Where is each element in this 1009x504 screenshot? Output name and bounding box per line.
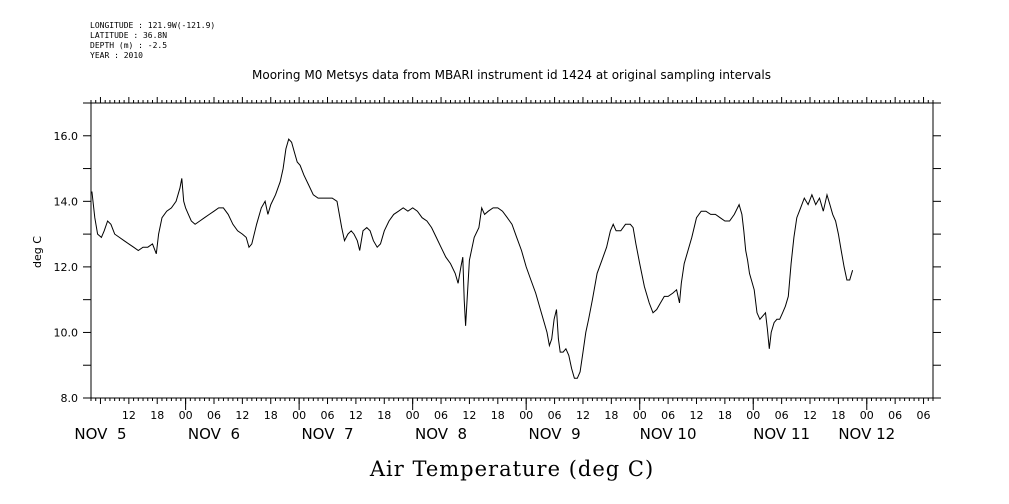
x-tick-label: 00 <box>179 409 193 422</box>
x-tick-label: 00 <box>746 409 760 422</box>
x-tick-label: 12 <box>576 409 590 422</box>
day-label: NOV 7 <box>301 425 353 443</box>
y-tick-label: 14.0 <box>54 195 79 208</box>
year-text: YEAR : 2010 <box>90 51 143 60</box>
x-tick-label: 06 <box>434 409 448 422</box>
day-label: NOV 5 <box>74 425 126 443</box>
day-label: NOV 12 <box>838 425 895 443</box>
x-tick-label: 06 <box>321 409 335 422</box>
x-tick-label: 18 <box>264 409 278 422</box>
day-label: NOV 6 <box>188 425 240 443</box>
x-tick-label: 18 <box>150 409 164 422</box>
chart-title-wrap: Mooring M0 Metsys data from MBARI instru… <box>0 68 1009 82</box>
plot-frame <box>90 102 934 399</box>
x-tick-label: 00 <box>860 409 874 422</box>
chart-title: Mooring M0 Metsys data from MBARI instru… <box>252 68 771 82</box>
x-tick-label: 12 <box>803 409 817 422</box>
x-tick-label: 18 <box>604 409 618 422</box>
metadata-block: LONGITUDE : 121.9W(-121.9) LATITUDE : 36… <box>90 21 215 61</box>
x-tick-label: 18 <box>377 409 391 422</box>
x-tick-label: 00 <box>406 409 420 422</box>
x-tick-label: 12 <box>462 409 476 422</box>
tick-marks <box>83 97 941 410</box>
x-tick-label: 00 <box>292 409 306 422</box>
y-tick-labels: 8.0 10.0 12.0 14.0 16.0 <box>54 130 79 405</box>
x-tick-label: 12 <box>122 409 136 422</box>
latitude-text: LATITUDE : 36.8N <box>90 31 168 40</box>
y-tick-label: 16.0 <box>54 130 79 143</box>
depth-text: DEPTH (m) : -2.5 <box>90 41 168 50</box>
y-tick-label: 10.0 <box>54 326 79 339</box>
air-temperature-line <box>91 138 854 379</box>
x-tick-label: 06 <box>207 409 221 422</box>
x-tick-labels: 12 18 00 06 12 18 00 06 12 18 00 06 12 18 00 06 12 18 00 06… <box>122 409 931 422</box>
x-tick-label: 06 <box>775 409 789 422</box>
x-tick-label: 12 <box>235 409 249 422</box>
day-label: NOV 10 <box>640 425 697 443</box>
y-tick-label: 12.0 <box>54 261 79 274</box>
day-labels: NOV 5 NOV 6 NOV 7 NOV 8 NOV 9 NOV 10 NOV 11 NOV… <box>74 425 895 443</box>
x-tick-label: 18 <box>491 409 505 422</box>
x-tick-label: 12 <box>689 409 703 422</box>
day-label: NOV 11 <box>753 425 810 443</box>
x-tick-label: 18 <box>718 409 732 422</box>
x-tick-label: 06 <box>661 409 675 422</box>
x-tick-label: 00 <box>633 409 647 422</box>
x-tick-label: 00 <box>519 409 533 422</box>
y-axis-label: deg C <box>31 236 44 268</box>
longitude-text: LONGITUDE : 121.9W(-121.9) <box>90 21 216 30</box>
x-tick-label: 12 <box>349 409 363 422</box>
x-axis-title: Air Temperature (deg C) <box>369 457 654 481</box>
day-label: NOV 9 <box>529 425 581 443</box>
x-tick-label: 18 <box>831 409 845 422</box>
day-label: NOV 8 <box>415 425 467 443</box>
x-tick-label: 06 <box>917 409 931 422</box>
y-tick-label: 8.0 <box>61 392 79 405</box>
x-tick-label: 06 <box>548 409 562 422</box>
x-tick-label: 06 <box>888 409 902 422</box>
